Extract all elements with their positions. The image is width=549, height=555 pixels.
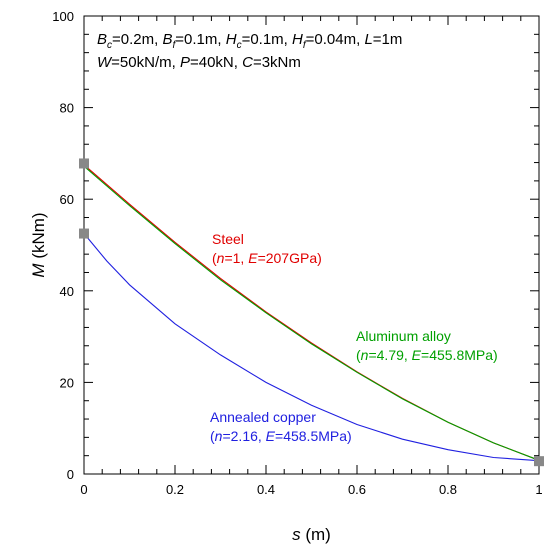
series-label-line2-run: =455.8MPa) xyxy=(421,347,498,363)
series-label-line2: (n=4.79, E=455.8MPa) xyxy=(356,347,498,363)
x-tick-label: 0.8 xyxy=(439,482,457,497)
series-label-line2-run: n xyxy=(361,347,369,363)
params-text-line1-run: H xyxy=(226,31,237,48)
params-text-line2-run: =40kN, xyxy=(190,54,242,71)
x-tick-label: 0.2 xyxy=(166,482,184,497)
annotations: Bc​=0.2m, Bf​=0.1m, Hc​=0.1m, Hf​=0.04m,… xyxy=(97,31,498,444)
series-label-line2-run: =4.79, xyxy=(368,347,411,363)
params-text-line1-subscript: f xyxy=(303,40,307,51)
markers xyxy=(79,158,544,467)
params-text-line2-run: P xyxy=(180,54,190,71)
y-tick-label: 40 xyxy=(60,284,74,299)
params-text-line2-run: =3kNm xyxy=(253,54,301,71)
series-label-line2-run: n xyxy=(215,428,223,444)
x-tick-label: 0.6 xyxy=(348,482,366,497)
series-label-line2-run: n xyxy=(217,250,225,266)
params-text-line2: W=50kN/m, P=40kN, C=3kNm xyxy=(97,54,301,71)
data-marker xyxy=(79,228,89,239)
params-text-line2-run: =50kN/m, xyxy=(111,54,180,71)
y-tick-label: 20 xyxy=(60,375,74,390)
params-text-line1-run: B xyxy=(97,31,107,48)
x-tick-label: 0.4 xyxy=(257,482,275,497)
x-tick-label: 1 xyxy=(535,482,542,497)
series-label-line2: (n=1, E=207GPa) xyxy=(212,250,322,266)
series-label-line2-run: =1, xyxy=(224,250,248,266)
data-marker xyxy=(534,456,544,467)
series-label-line2-run: E xyxy=(266,428,276,444)
data-marker xyxy=(79,158,89,169)
series-label-line1: Aluminum alloy xyxy=(356,328,451,344)
params-text-line1-subscript: c xyxy=(237,40,242,51)
series-label-line2-run: ( xyxy=(356,347,361,363)
y-tick-label: 0 xyxy=(67,467,74,482)
params-text-line1: Bc​=0.2m, Bf​=0.1m, Hc​=0.1m, Hf​=0.04m,… xyxy=(97,31,402,51)
x-axis-label-run: (m) xyxy=(301,525,331,544)
series-line xyxy=(83,233,540,462)
series-label-line2-run: E xyxy=(412,347,422,363)
series-label-line2-run: ( xyxy=(212,250,217,266)
y-axis-label-run: M xyxy=(29,263,48,278)
y-tick-label: 80 xyxy=(60,101,74,116)
params-text-line1-subscript: c xyxy=(107,40,112,51)
y-tick-label: 100 xyxy=(52,9,74,24)
params-text-line1-run: =0.04m, xyxy=(306,31,365,48)
params-text-line1-run: =0.2m, xyxy=(112,31,162,48)
x-tick-label: 0 xyxy=(80,482,87,497)
params-text-line1-run: =0.1m, xyxy=(175,31,225,48)
params-text-line1-run: H xyxy=(292,31,303,48)
params-text-line1-run: L xyxy=(364,31,372,48)
series-line xyxy=(83,165,540,461)
series-label-line2-run: =458.5MPa) xyxy=(275,428,352,444)
series-label-line2-run: E xyxy=(248,250,258,266)
params-text-line2-run: W xyxy=(97,54,113,71)
params-text-line1-run: =1m xyxy=(373,31,403,48)
series-label-line1: Steel xyxy=(212,231,244,247)
series-label-line2-run: ( xyxy=(210,428,215,444)
series-label-line2-run: =2.16, xyxy=(222,428,265,444)
params-text-line1-run: B xyxy=(162,31,172,48)
params-text-line1-run: =0.1m, xyxy=(242,31,292,48)
y-axis-label: M (kNm) xyxy=(29,212,48,277)
series-label-line2: (n=2.16, E=458.5MPa) xyxy=(210,428,352,444)
y-tick-label: 60 xyxy=(60,192,74,207)
x-axis-label: s (m) xyxy=(292,525,331,544)
plot-frame xyxy=(83,15,540,475)
params-text-line2-run: C xyxy=(242,54,253,71)
series xyxy=(83,164,540,462)
params-text-line1-subscript: f xyxy=(172,40,176,51)
y-axis-label-run: (kNm) xyxy=(29,212,48,263)
tick-labels: 0 0.2 0.4 0.6 0.8 1 0 20 40 60 80 100 s (m) M (kNm) xyxy=(29,9,543,544)
series-label-line1: Annealed copper xyxy=(210,409,316,425)
x-axis-label-run: s xyxy=(292,525,301,544)
series-label-line2-run: =207GPa) xyxy=(258,250,322,266)
ticks xyxy=(83,15,540,475)
